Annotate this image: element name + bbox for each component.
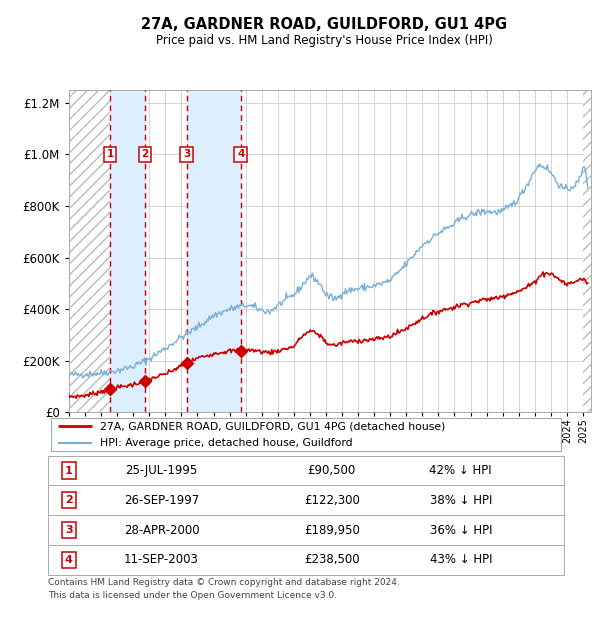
Text: 3: 3 [183,149,190,159]
Text: 4: 4 [65,555,73,565]
Text: 2: 2 [65,495,73,505]
Text: Contains HM Land Registry data © Crown copyright and database right 2024.: Contains HM Land Registry data © Crown c… [48,578,400,587]
Text: 38% ↓ HPI: 38% ↓ HPI [430,494,492,507]
Text: HPI: Average price, detached house, Guildford: HPI: Average price, detached house, Guil… [100,438,352,448]
Text: £238,500: £238,500 [304,554,359,566]
Bar [187,90,241,412]
Text: £122,300: £122,300 [304,494,360,507]
Text: 1: 1 [65,466,73,476]
FancyBboxPatch shape [48,545,564,575]
FancyBboxPatch shape [50,418,562,451]
Text: 42% ↓ HPI: 42% ↓ HPI [430,464,492,477]
FancyBboxPatch shape [48,515,564,545]
Text: Price paid vs. HM Land Registry's House Price Index (HPI): Price paid vs. HM Land Registry's House … [155,34,493,46]
Text: £90,500: £90,500 [308,464,356,477]
Text: 1: 1 [106,149,114,159]
Text: 3: 3 [65,525,73,535]
Text: 27A, GARDNER ROAD, GUILDFORD, GU1 4PG: 27A, GARDNER ROAD, GUILDFORD, GU1 4PG [141,17,507,32]
Text: 36% ↓ HPI: 36% ↓ HPI [430,524,492,536]
Text: This data is licensed under the Open Government Licence v3.0.: This data is licensed under the Open Gov… [48,591,337,601]
Text: £189,950: £189,950 [304,524,360,536]
Bar [110,90,145,412]
Text: 26-SEP-1997: 26-SEP-1997 [124,494,199,507]
Text: 27A, GARDNER ROAD, GUILDFORD, GU1 4PG (detached house): 27A, GARDNER ROAD, GUILDFORD, GU1 4PG (d… [100,422,445,432]
Text: 43% ↓ HPI: 43% ↓ HPI [430,554,492,566]
Text: 11-SEP-2003: 11-SEP-2003 [124,554,199,566]
FancyBboxPatch shape [48,456,564,485]
Text: 2: 2 [142,149,149,159]
Text: 28-APR-2000: 28-APR-2000 [124,524,199,536]
FancyBboxPatch shape [48,485,564,515]
Text: 25-JUL-1995: 25-JUL-1995 [125,464,197,477]
Text: 4: 4 [237,149,244,159]
